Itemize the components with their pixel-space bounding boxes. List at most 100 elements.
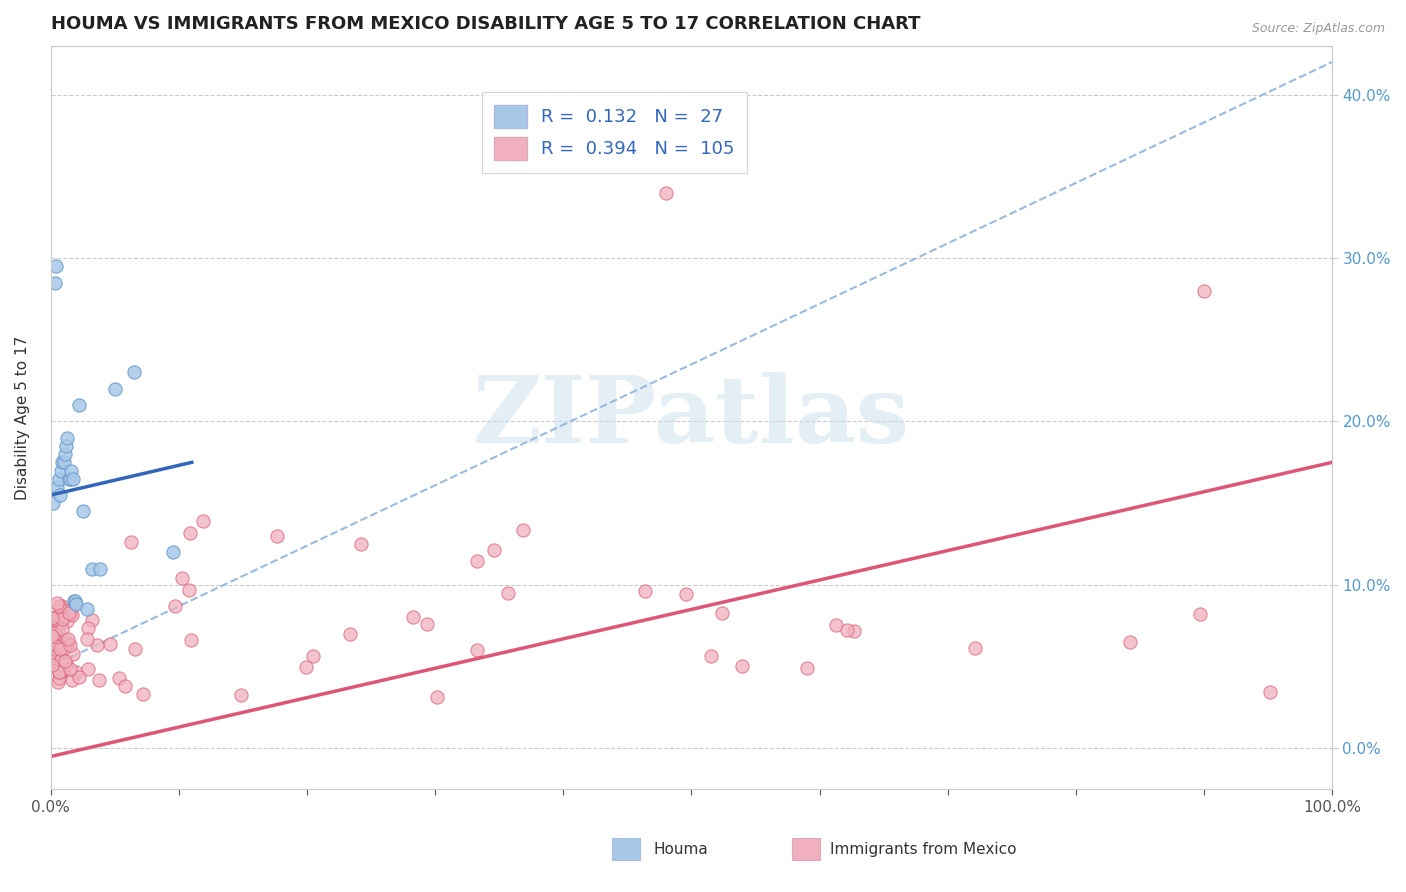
Point (62, 472, 84, 486)
Point (796, 661, 818, 675)
Point (59, 662, 82, 676)
Point (76, 602, 98, 616)
Point (46, 675, 69, 690)
Point (465, 643, 488, 657)
Point (72, 504, 94, 518)
Point (42, 496, 65, 510)
Point (295, 659, 318, 673)
Point (482, 543, 505, 558)
Point (58, 632, 80, 647)
Point (48, 599, 70, 613)
Point (55, 657, 77, 672)
Point (80, 613, 103, 627)
Point (41, 611, 63, 625)
Legend: R =  0.132   N =  27, R =  0.394   N =  105: R = 0.132 N = 27, R = 0.394 N = 105 (482, 92, 748, 172)
Point (49, 616, 72, 631)
Point (60, 608, 83, 623)
Point (165, 599, 187, 613)
Point (48, 665, 70, 680)
Point (76, 621, 98, 635)
Point (56, 431, 79, 445)
Point (41, 629, 63, 643)
Point (63, 594, 86, 608)
Point (51, 599, 73, 614)
Point (67, 398, 90, 412)
Point (52, 640, 75, 655)
Point (710, 607, 733, 621)
Point (41, 657, 63, 671)
Point (56, 614, 79, 628)
Point (76, 662, 98, 676)
Point (963, 640, 986, 655)
Point (1188, 607, 1211, 621)
Point (44, 612, 66, 626)
Point (63, 594, 86, 608)
Point (416, 617, 439, 632)
Point (41, 649, 63, 664)
Point (51, 612, 73, 626)
Point (62, 647, 84, 661)
Point (124, 642, 146, 657)
Point (51, 611, 73, 625)
Point (45, 609, 67, 624)
Point (56, 604, 79, 618)
Point (339, 627, 361, 641)
Point (48, 472, 70, 486)
Point (49, 641, 72, 656)
Point (46, 648, 69, 662)
Point (76, 632, 98, 646)
Point (52, 607, 75, 622)
Text: HOUMA VS IMMIGRANTS FROM MEXICO DISABILITY AGE 5 TO 17 CORRELATION CHART: HOUMA VS IMMIGRANTS FROM MEXICO DISABILI… (51, 15, 921, 33)
Point (41, 657, 63, 672)
Point (59, 472, 82, 486)
Point (700, 648, 723, 663)
Text: Source: ZipAtlas.com: Source: ZipAtlas.com (1251, 22, 1385, 36)
Point (177, 582, 200, 597)
Point (53, 653, 76, 667)
Point (731, 659, 754, 673)
Point (122, 366, 145, 380)
Text: ZIPatlas: ZIPatlas (472, 372, 910, 462)
Point (58, 636, 80, 650)
Point (46, 622, 69, 636)
Point (162, 545, 184, 559)
Point (45, 651, 67, 665)
Point (58, 606, 80, 620)
Point (107, 671, 129, 685)
Point (59, 607, 82, 621)
Point (402, 610, 425, 624)
Point (1192, 284, 1215, 298)
Point (52, 455, 75, 469)
Point (65, 665, 87, 679)
Point (675, 587, 697, 601)
Point (180, 632, 202, 647)
Point (120, 535, 142, 549)
Point (114, 680, 136, 694)
Point (45, 596, 67, 610)
Point (824, 618, 846, 632)
Point (44, 276, 66, 290)
Point (51, 455, 73, 469)
Text: Immigrants from Mexico: Immigrants from Mexico (830, 842, 1017, 856)
Y-axis label: Disability Age 5 to 17: Disability Age 5 to 17 (15, 335, 30, 500)
Point (465, 553, 488, 567)
Point (44, 642, 66, 657)
Text: Houma: Houma (654, 842, 709, 856)
Point (59, 638, 82, 652)
Point (132, 687, 155, 701)
Point (512, 523, 534, 537)
Point (60, 463, 83, 477)
Point (46, 480, 69, 494)
Point (496, 586, 519, 600)
Point (80, 561, 103, 575)
Point (67, 670, 90, 684)
Point (179, 525, 201, 540)
Point (58, 472, 80, 486)
Point (89, 561, 111, 575)
Point (350, 536, 373, 550)
Point (170, 571, 193, 585)
Point (45, 627, 67, 641)
Point (42, 626, 65, 640)
Point (52, 603, 75, 617)
Point (41, 650, 63, 665)
